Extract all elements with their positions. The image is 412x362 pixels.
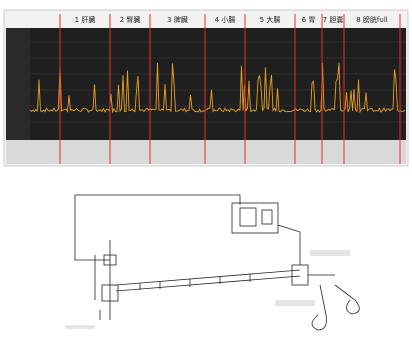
plot-area <box>6 28 406 140</box>
segment-label: 1 肝臓 <box>75 15 96 24</box>
apparatus-diagram <box>75 195 359 330</box>
screenshot: 1 肝臓 2 腎臓 3 脾臓 4 小腸 5 大腸 6 胃 7 胆嚢 8 膀胱full <box>0 0 412 358</box>
segment-label: 5 大腸 <box>260 15 281 24</box>
segment-label: 8 膀胱full <box>356 15 388 24</box>
segment-label: 3 脾臓 <box>167 15 188 24</box>
segment-label: 4 小腸 <box>215 15 236 24</box>
y-axis-strip <box>6 28 30 140</box>
segment-label: 2 腎臓 <box>120 15 141 24</box>
time-strip <box>6 140 406 164</box>
segment-label: 7 胆嚢 <box>323 15 344 24</box>
segment-label: 6 胃 <box>302 16 316 24</box>
diagram-notes <box>65 250 350 329</box>
segment-labels: 1 肝臓 2 腎臓 3 脾臓 4 小腸 5 大腸 6 胃 7 胆嚢 8 膀胱full <box>75 15 388 24</box>
